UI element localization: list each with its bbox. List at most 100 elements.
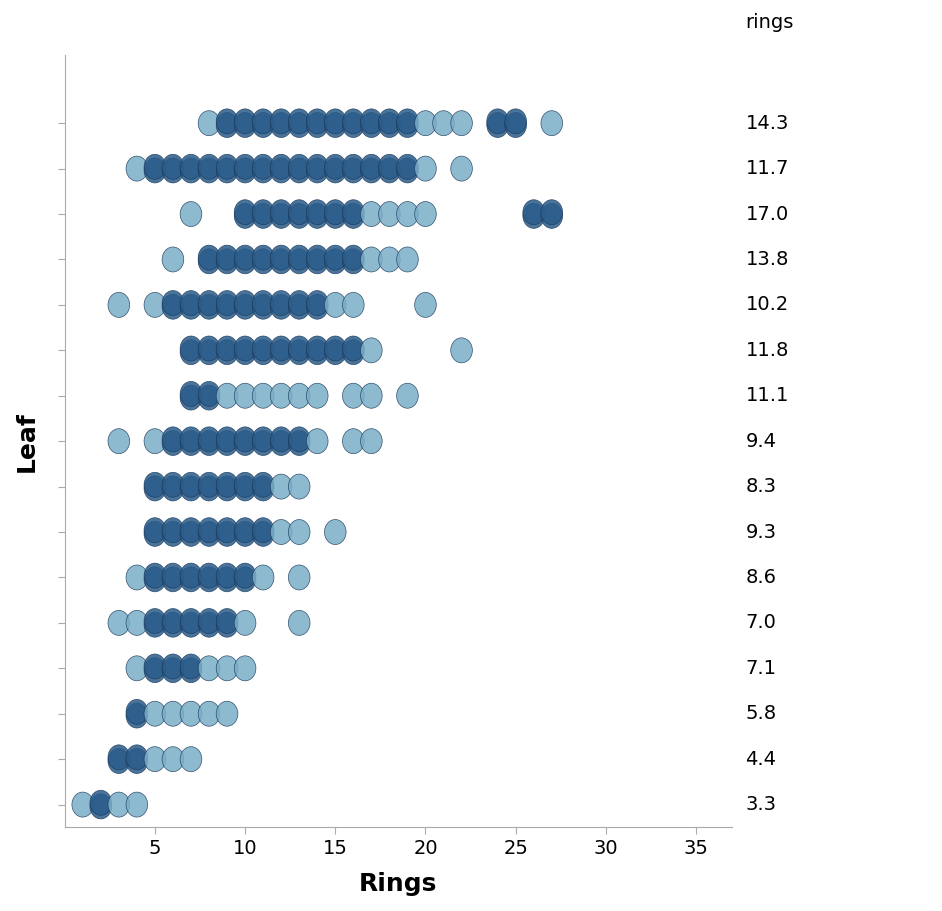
Ellipse shape [144,154,166,179]
Ellipse shape [252,340,274,364]
Ellipse shape [397,113,418,138]
Ellipse shape [361,113,382,138]
Ellipse shape [379,113,400,138]
Ellipse shape [180,612,202,637]
Ellipse shape [288,336,310,361]
Ellipse shape [108,792,130,817]
Ellipse shape [198,612,219,637]
Ellipse shape [306,200,328,225]
Ellipse shape [487,109,509,134]
Ellipse shape [217,154,238,179]
Ellipse shape [397,384,418,408]
Ellipse shape [343,245,365,271]
Ellipse shape [252,249,274,274]
Ellipse shape [180,340,202,364]
Ellipse shape [180,201,202,227]
Ellipse shape [180,658,202,682]
Ellipse shape [235,476,256,501]
Ellipse shape [288,249,310,274]
Ellipse shape [505,109,527,134]
Ellipse shape [505,113,527,138]
Ellipse shape [343,340,365,364]
Text: 11.8: 11.8 [745,341,788,360]
Ellipse shape [217,431,238,456]
Ellipse shape [270,203,292,229]
Ellipse shape [198,609,219,633]
Ellipse shape [162,563,184,589]
Ellipse shape [235,200,256,225]
Ellipse shape [198,111,219,136]
Ellipse shape [198,656,219,681]
Ellipse shape [126,565,148,590]
Text: 8.3: 8.3 [745,477,776,496]
Ellipse shape [108,292,130,317]
Ellipse shape [198,245,219,271]
Ellipse shape [252,158,274,183]
Ellipse shape [235,656,256,681]
Ellipse shape [144,517,166,543]
Ellipse shape [217,158,238,183]
Ellipse shape [252,113,274,138]
Ellipse shape [235,109,256,134]
Ellipse shape [343,203,365,229]
Ellipse shape [252,294,274,319]
Ellipse shape [288,610,310,635]
Ellipse shape [217,336,238,361]
Ellipse shape [252,431,274,456]
Ellipse shape [414,111,436,136]
Ellipse shape [288,427,310,452]
Ellipse shape [217,567,238,592]
Ellipse shape [217,109,238,134]
Ellipse shape [198,158,219,183]
Ellipse shape [361,158,382,183]
Ellipse shape [144,292,166,317]
Ellipse shape [108,429,130,454]
Ellipse shape [306,154,328,179]
Ellipse shape [217,701,238,726]
Ellipse shape [162,567,184,592]
Ellipse shape [180,563,202,589]
Ellipse shape [288,203,310,229]
Ellipse shape [144,563,166,589]
Ellipse shape [162,521,184,547]
Text: rings: rings [745,13,794,32]
Ellipse shape [217,609,238,633]
Ellipse shape [126,745,148,770]
Ellipse shape [198,567,219,592]
Ellipse shape [324,519,346,545]
Ellipse shape [126,703,148,728]
Ellipse shape [217,476,238,501]
Ellipse shape [108,749,130,773]
Ellipse shape [270,431,292,456]
Ellipse shape [270,113,292,138]
Ellipse shape [541,203,562,229]
Ellipse shape [180,385,202,410]
Ellipse shape [217,472,238,497]
Ellipse shape [432,111,454,136]
Y-axis label: Leaf: Leaf [15,411,39,472]
Ellipse shape [217,427,238,452]
Ellipse shape [324,245,346,271]
Ellipse shape [361,201,382,227]
Ellipse shape [306,158,328,183]
Ellipse shape [144,158,166,183]
Ellipse shape [144,472,166,497]
Ellipse shape [414,292,436,317]
Ellipse shape [252,203,274,229]
Ellipse shape [126,156,148,181]
Ellipse shape [162,517,184,543]
Ellipse shape [198,382,219,406]
Text: 11.1: 11.1 [745,386,788,405]
Ellipse shape [343,292,365,317]
Ellipse shape [306,109,328,134]
Ellipse shape [306,384,328,408]
Ellipse shape [217,113,238,138]
Ellipse shape [379,247,400,272]
Ellipse shape [397,158,418,183]
Ellipse shape [523,200,544,225]
Ellipse shape [450,111,472,136]
Ellipse shape [162,154,184,179]
Ellipse shape [252,291,274,315]
Ellipse shape [144,429,166,454]
Ellipse shape [235,203,256,229]
